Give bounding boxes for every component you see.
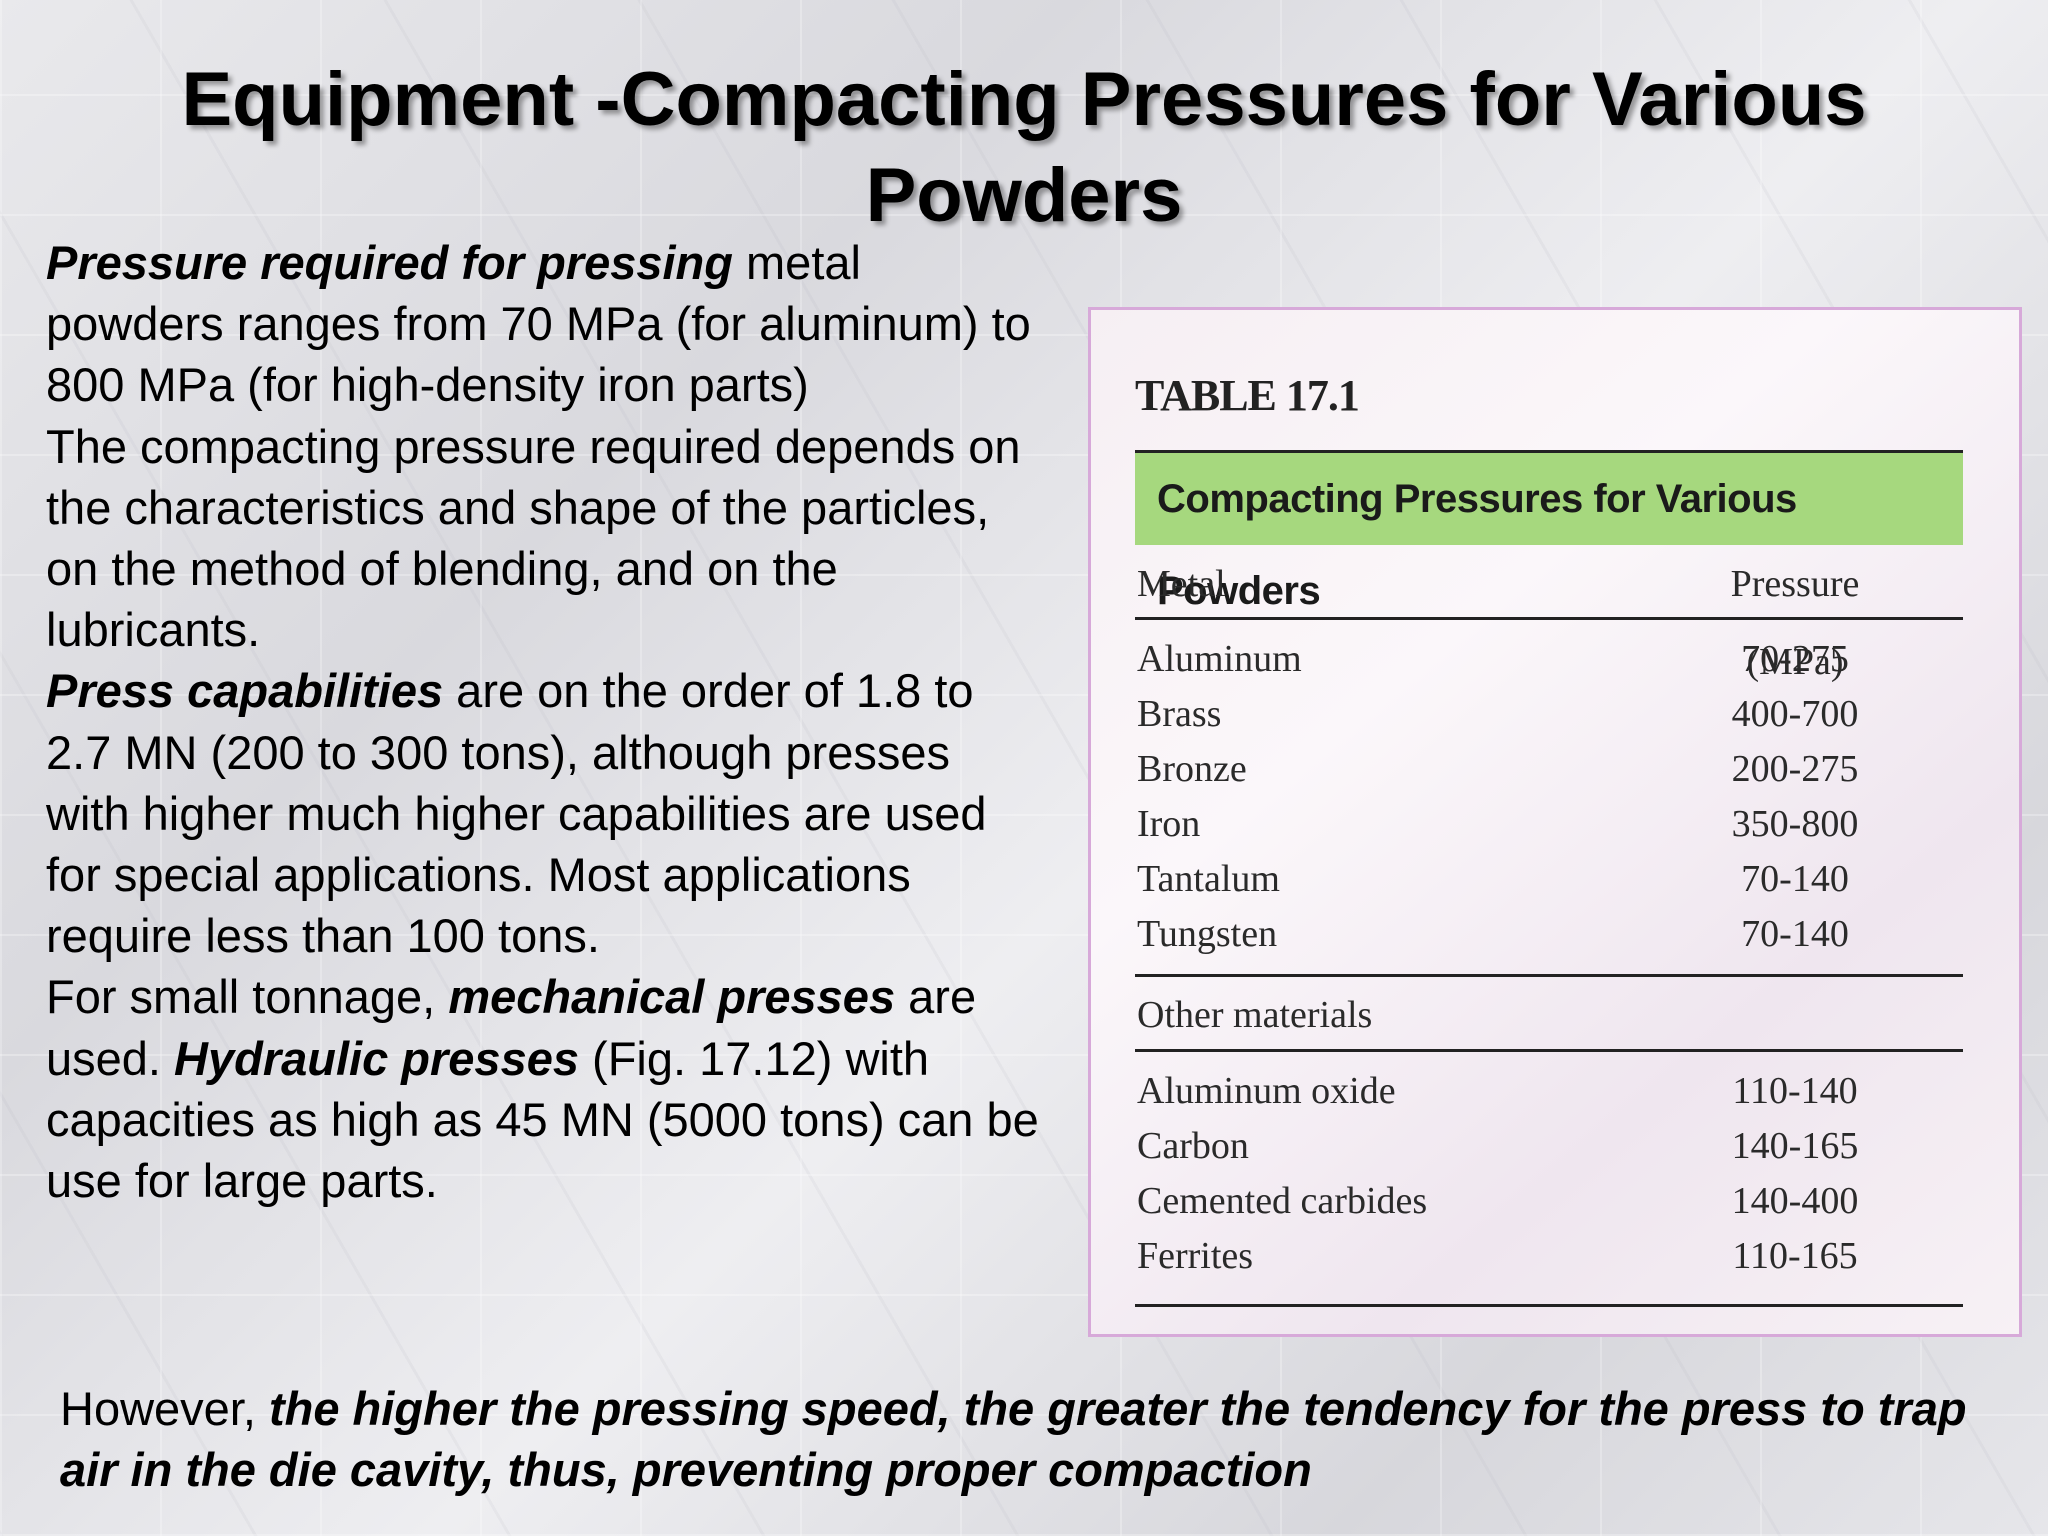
cell-material: Ferrites <box>1137 1235 1254 1277</box>
cell-pressure: 140-165 <box>1731 1125 1859 1167</box>
table-row: Aluminum oxide 110-140 <box>1135 1064 1963 1119</box>
text: are used. <box>46 970 977 1085</box>
column-header-metal: Metal <box>1137 563 1226 605</box>
paragraph-compacting: The compacting pressure required depends… <box>46 419 1021 657</box>
cell-material: Aluminum <box>1137 638 1302 680</box>
cell-material: Tungsten <box>1137 913 1278 955</box>
text: metal powders ranges from 70 MPa (for al… <box>46 236 1031 412</box>
cell-material: Cemented carbides <box>1137 1180 1428 1222</box>
footer-note: However, the higher the pressing speed, … <box>60 1378 2020 1500</box>
cell-material: Bronze <box>1137 748 1247 790</box>
cell-pressure: 70-140 <box>1741 858 1849 900</box>
text: However, <box>60 1382 269 1435</box>
cell-pressure: 200-275 <box>1731 748 1859 790</box>
table-row: Brass 400-700 <box>1135 687 1963 742</box>
emphasis: Hydraulic presses <box>174 1031 579 1085</box>
paragraph-pressure: Pressure required for pressing metal pow… <box>46 232 1046 416</box>
cell-material: Brass <box>1137 693 1222 735</box>
text: For small tonnage, <box>46 970 449 1024</box>
column-header-pressure: Pressure (MPa) <box>1730 563 1860 683</box>
table-image: TABLE 17.1 Compacting Pressures for Vari… <box>1088 307 2022 1337</box>
other-rows: Aluminum oxide 110-140 Carbon 140-165 Cement… <box>1135 1052 1963 1307</box>
cell-pressure: 350-800 <box>1731 803 1859 845</box>
table-row: Cemented carbides 140-400 <box>1135 1174 1963 1229</box>
cell-material: Tantalum <box>1137 858 1280 900</box>
emphasis: Press capabilities <box>46 664 444 718</box>
paragraph-press-capabilities: Press capabilities are on the order of 1… <box>46 660 1046 966</box>
paragraph-press-types: For small tonnage, mechanical presses ar… <box>46 966 1046 1211</box>
cell-pressure: 400-700 <box>1731 693 1859 735</box>
table-column-headers: Metal Pressure (MPa) <box>1135 545 1963 683</box>
text: are on the order of 1.8 to 2.7 MN (200 t… <box>46 664 987 963</box>
emphasis: the higher the pressing speed, the great… <box>60 1382 1967 1496</box>
slide-title: Equipment -Compacting Pressures for Vari… <box>181 57 1867 238</box>
cell-pressure: 110-140 <box>1732 1070 1858 1112</box>
cell-material: Carbon <box>1137 1125 1249 1167</box>
body-text: Pressure required for pressing metal pow… <box>46 232 1046 1211</box>
cell-pressure: 70-275 <box>1741 638 1849 680</box>
table-number: TABLE 17.1 <box>1135 371 1360 420</box>
table-row: Tantalum 70-140 <box>1135 852 1963 907</box>
table-row: Ferrites 110-165 <box>1135 1229 1963 1284</box>
section-other-materials: Other materials <box>1135 977 1963 1052</box>
cell-pressure: 110-165 <box>1732 1235 1858 1277</box>
cell-material: Iron <box>1137 803 1201 845</box>
metal-rows: Aluminum 70-275 Brass 400-700 Bronze 200-275 I… <box>1135 620 1963 977</box>
emphasis: mechanical presses <box>448 970 896 1024</box>
cell-material: Aluminum oxide <box>1137 1070 1396 1112</box>
text: (Fig. 17.12) with capacities as high as … <box>46 1031 1039 1208</box>
table-row: Tungsten 70-140 <box>1135 907 1963 962</box>
section-label: Other materials <box>1137 994 1373 1036</box>
cell-pressure: 70-140 <box>1741 913 1849 955</box>
emphasis: Pressure required for pressing <box>46 236 733 289</box>
table-row: Carbon 140-165 <box>1135 1119 1963 1174</box>
cell-pressure: 140-400 <box>1731 1180 1859 1222</box>
compacting-pressure-table: TABLE 17.1 Compacting Pressures for Vari… <box>1135 370 1963 1307</box>
table-row: Iron 350-800 <box>1135 797 1963 852</box>
table-heading: Compacting Pressures for Various Powders <box>1135 450 1963 613</box>
table-row: Aluminum 70-275 <box>1135 632 1963 687</box>
table-row: Bronze 200-275 <box>1135 742 1963 797</box>
